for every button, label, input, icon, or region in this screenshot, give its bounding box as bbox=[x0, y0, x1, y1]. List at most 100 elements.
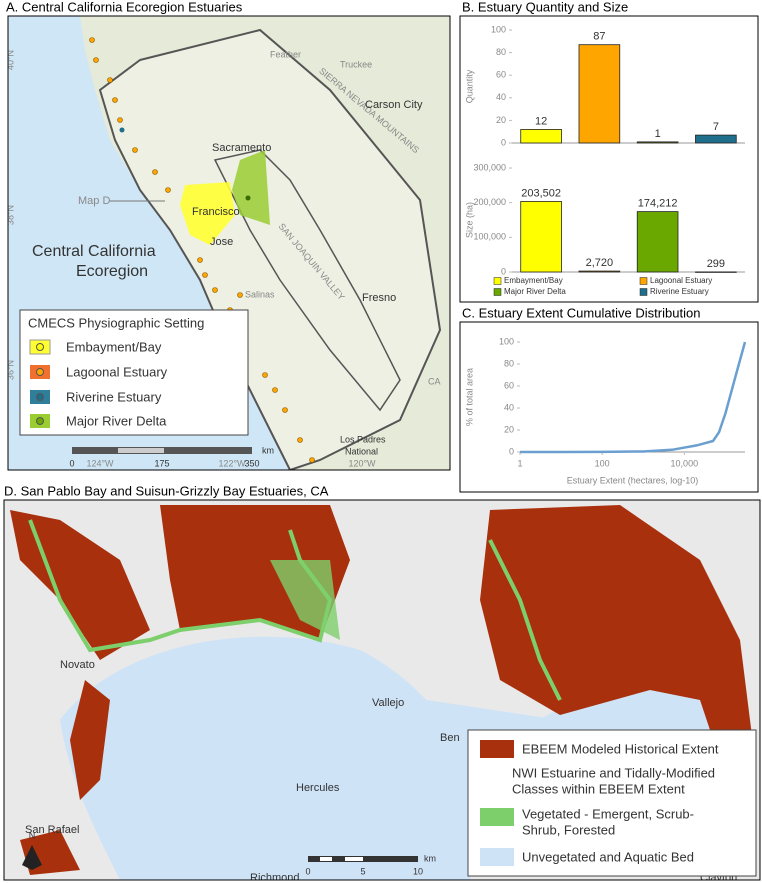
scale-label: 350 bbox=[244, 458, 259, 468]
y-tick-label: 300,000 bbox=[473, 162, 506, 172]
y-tick-label: 80 bbox=[504, 358, 514, 368]
y-tick-label: 60 bbox=[504, 380, 514, 390]
bar bbox=[636, 211, 679, 273]
y-tick-label: 100,000 bbox=[473, 232, 506, 242]
scale-unit: km bbox=[424, 853, 436, 863]
line bbox=[520, 341, 747, 454]
legend-title: CMECS Physiographic Setting bbox=[28, 315, 204, 330]
chart-title: B. Estuary Quantity and Size bbox=[462, 0, 628, 14]
x-axis-label: Estuary Extent (hectares, log-10) bbox=[567, 475, 699, 485]
y-axis-label: % of total area bbox=[464, 368, 474, 426]
place-label: Los Padres bbox=[340, 434, 386, 444]
bar bbox=[578, 44, 621, 144]
value-label: 87 bbox=[593, 31, 605, 43]
legend-label: EBEEM Modeled Historical Extent bbox=[522, 741, 719, 756]
scale-label: 10 bbox=[413, 866, 423, 876]
legend-label: Embayment/Bay bbox=[66, 339, 162, 354]
legend-label: Shrub, Forested bbox=[522, 822, 615, 837]
value-label: 12 bbox=[535, 115, 547, 127]
y-tick-label: 100 bbox=[491, 24, 506, 34]
y-tick-label: 100 bbox=[499, 336, 514, 346]
basemap-label: Salinas bbox=[245, 289, 275, 299]
place-label: Carson City bbox=[365, 99, 423, 111]
value-label: 2,720 bbox=[586, 257, 614, 269]
legend-label: Vegetated - Emergent, Scrub- bbox=[522, 806, 694, 821]
basemap-label: Feather bbox=[270, 49, 301, 59]
legend-label: Riverine Estuary bbox=[650, 287, 709, 296]
legend-label: Major River Delta bbox=[66, 413, 167, 428]
place-label: Vallejo bbox=[372, 697, 404, 709]
legend-box bbox=[467, 729, 757, 877]
legend-label: Embayment/Bay bbox=[504, 276, 563, 285]
panel-c-frame bbox=[459, 321, 759, 493]
scale-label: 5 bbox=[360, 866, 365, 876]
lon-label: 122°W bbox=[218, 458, 246, 468]
callout: Map D bbox=[78, 195, 110, 207]
place-label: Novato bbox=[60, 659, 95, 671]
legend-label: Unvegetated and Aquatic Bed bbox=[522, 849, 694, 864]
x-tick-label: 1 bbox=[517, 458, 522, 468]
lat-label: 38°N bbox=[5, 205, 15, 225]
value-label: 299 bbox=[707, 258, 725, 270]
legend-label: Riverine Estuary bbox=[66, 389, 162, 404]
legend-swatch bbox=[639, 277, 648, 285]
place-label: San Rafael bbox=[25, 824, 79, 836]
region-label: Ecoregion bbox=[76, 263, 148, 280]
legend-label: Lagoonal Estuary bbox=[650, 276, 712, 285]
scale-label: 175 bbox=[154, 458, 169, 468]
place-label: Ben bbox=[440, 732, 460, 744]
bar bbox=[520, 129, 562, 144]
legend-label: NWI Estuarine and Tidally-Modified bbox=[512, 765, 715, 780]
scale-label: 0 bbox=[69, 458, 74, 468]
region-label: Central California bbox=[32, 243, 156, 260]
lon-label: 120°W bbox=[348, 458, 376, 468]
value-label: 174,212 bbox=[638, 198, 678, 210]
panel-b-frame bbox=[459, 15, 759, 303]
bar bbox=[695, 271, 737, 273]
place-label: Hercules bbox=[296, 782, 340, 794]
y-tick-label: 0 bbox=[509, 446, 514, 456]
place-label: Fresno bbox=[362, 292, 396, 304]
value-label: 203,502 bbox=[521, 187, 561, 199]
place-label: Sacramento bbox=[212, 142, 271, 154]
place-label: Francisco bbox=[192, 206, 240, 218]
legend-label: Major River Delta bbox=[504, 287, 566, 296]
x-tick-label: 10,000 bbox=[671, 458, 699, 468]
basemap-label: Truckee bbox=[340, 59, 372, 69]
y-axis-label: Size (ha) bbox=[464, 202, 474, 238]
legend-swatch bbox=[493, 277, 502, 285]
y-tick-label: 40 bbox=[504, 402, 514, 412]
y-tick-label: 60 bbox=[496, 70, 506, 80]
value-label: 1 bbox=[655, 128, 661, 140]
value-label: 7 bbox=[713, 121, 719, 133]
map-a: SIERRA NEVADA MOUNTAINS SAN JOAQUIN VALL… bbox=[5, 16, 450, 470]
y-axis-label: Quantity bbox=[464, 69, 474, 103]
place-label: Richmond bbox=[250, 872, 300, 883]
chart-title: C. Estuary Extent Cumulative Distributio… bbox=[462, 305, 700, 320]
legend-label: Lagoonal Estuary bbox=[66, 364, 168, 379]
place-label: National bbox=[345, 446, 378, 456]
lat-label: 36°N bbox=[5, 360, 15, 380]
bar bbox=[636, 141, 679, 144]
y-tick-label: 80 bbox=[496, 47, 506, 57]
y-tick-label: 200,000 bbox=[473, 197, 506, 207]
legend-box bbox=[19, 309, 249, 436]
legend-swatch bbox=[493, 288, 502, 296]
y-tick-label: 20 bbox=[504, 424, 514, 434]
map-d: Novato Vallejo Hercules San Rafael Ben R… bbox=[4, 500, 760, 883]
y-tick-label: 0 bbox=[501, 137, 506, 147]
bar bbox=[695, 134, 737, 144]
bar bbox=[520, 201, 562, 273]
x-tick-label: 100 bbox=[595, 458, 610, 468]
y-tick-label: 20 bbox=[496, 115, 506, 125]
place-label: CA bbox=[428, 376, 441, 386]
place-label: Jose bbox=[210, 236, 233, 248]
lon-label: 124°W bbox=[86, 458, 114, 468]
y-tick-label: 40 bbox=[496, 92, 506, 102]
bar bbox=[578, 270, 621, 273]
scale-label: 0 bbox=[305, 866, 310, 876]
panel-title: D. San Pablo Bay and Suisun-Grizzly Bay … bbox=[4, 483, 329, 498]
legend-swatch bbox=[639, 288, 648, 296]
lat-label: 40°N bbox=[5, 50, 15, 70]
